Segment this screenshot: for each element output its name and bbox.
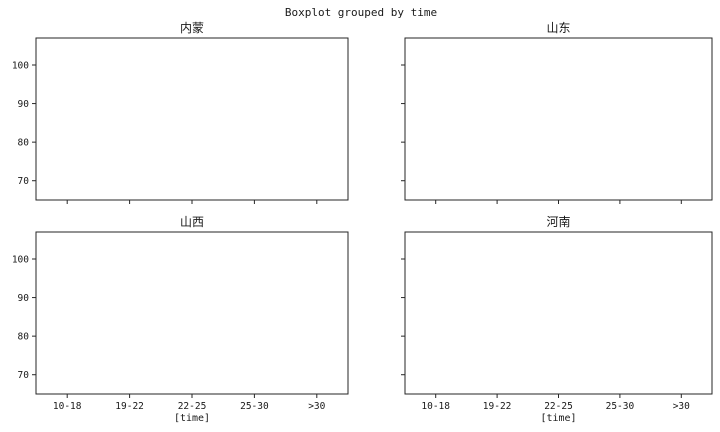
y-tick-label: 90 (18, 293, 30, 304)
x-tick-label: 10-18 (421, 401, 450, 412)
x-tick-label: >30 (308, 401, 325, 412)
subplot-4: 10-18 19-22 22-25 25-30 >30 河南 [time] (401, 214, 713, 424)
x-tick-label: 19-22 (483, 401, 512, 412)
x-tick-label: 22-25 (178, 401, 207, 412)
subplot-3: 10-18 19-22 22-25 25-30 >30 70 80 90 100 山西 [time] (12, 215, 349, 424)
y-tick-label: 70 (18, 176, 30, 187)
subplot-title: 山东 (546, 21, 570, 35)
subplot-2: 山东 (401, 21, 713, 204)
subplot-title: 河南 (546, 214, 570, 229)
plot-frame (404, 231, 713, 395)
x-tick-label: 22-25 (544, 401, 573, 412)
x-tick-label: 10-18 (53, 401, 82, 412)
subplot-title: 内蒙 (180, 21, 204, 35)
y-tick-label: 90 (18, 99, 30, 110)
x-axis-label: [time] (540, 413, 576, 424)
subplot-title: 山西 (180, 215, 204, 229)
figure-title: Boxplot grouped by time (285, 6, 437, 19)
x-axis-label: [time] (174, 413, 210, 424)
x-tick-label: 19-22 (115, 401, 144, 412)
x-tick-label: 25-30 (240, 401, 269, 412)
y-tick-label: 100 (12, 61, 29, 72)
plot-frame (404, 37, 713, 201)
x-tick-label: 25-30 (606, 401, 635, 412)
plot-frame (35, 37, 349, 201)
y-tick-label: 80 (18, 138, 30, 149)
y-tick-label: 80 (18, 332, 30, 343)
x-tick-label: >30 (673, 401, 690, 412)
y-tick-label: 70 (18, 370, 30, 381)
plot-frame (35, 231, 349, 395)
subplot-1: 70 80 90 100 内蒙 (12, 21, 349, 204)
y-tick-label: 100 (12, 255, 29, 266)
